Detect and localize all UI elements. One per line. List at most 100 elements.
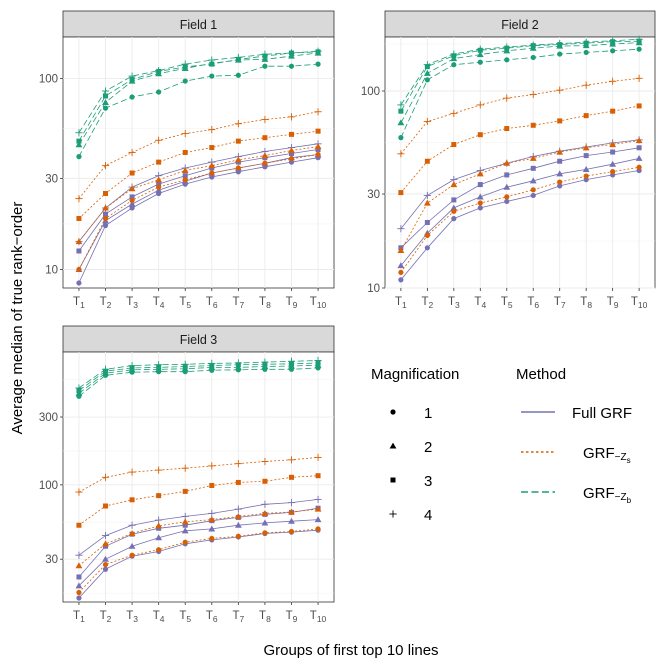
y-tick-label: 10 (367, 283, 380, 295)
data-point (155, 522, 163, 529)
data-point (262, 530, 268, 536)
x-tick-label: T3 (126, 610, 138, 624)
data-point (262, 478, 268, 484)
data-point (529, 41, 537, 49)
data-point (504, 198, 510, 205)
data-point (424, 158, 430, 164)
data-point (76, 215, 82, 221)
series-zs-mag1 (76, 151, 321, 273)
data-point (128, 468, 136, 476)
panel-field-3: Field 3 30 100 300 T1 T2 T3 T4 T5 T6 T7 T8 T9 T10 (39, 325, 335, 624)
data-point (261, 152, 269, 159)
legend-title-magnification: Magnification (371, 366, 459, 383)
data-point (76, 522, 82, 528)
data-point (287, 49, 296, 57)
data-point (182, 149, 188, 155)
series-line (78, 63, 319, 157)
series-line (400, 140, 640, 251)
data-point (181, 527, 189, 534)
panel-field-1: Field 1 10 30 100 T1 T2 T3 T4 T5 T6 T7 T8 T9 T10 (39, 10, 335, 310)
data-point (504, 57, 510, 63)
data-point (156, 184, 162, 190)
x-tick-label: T10 (310, 610, 327, 624)
data-point (129, 197, 135, 204)
data-point (103, 93, 109, 99)
data-point (128, 542, 136, 549)
data-point (155, 67, 163, 75)
data-point (530, 165, 536, 171)
data-point (235, 72, 241, 78)
legend-label-method: GRF−Zs (583, 445, 631, 465)
x-tick-label: T9 (286, 610, 298, 624)
data-point (76, 248, 82, 254)
data-point (182, 522, 188, 528)
data-point (128, 200, 136, 207)
data-point (287, 499, 296, 507)
data-point (181, 464, 189, 472)
data-point (315, 146, 321, 152)
data-point (128, 72, 136, 80)
data-point (530, 192, 536, 199)
data-point (556, 40, 564, 48)
data-point (314, 108, 322, 116)
series-line (78, 50, 319, 134)
x-tick-label: T5 (501, 296, 513, 310)
data-point (315, 128, 321, 134)
data-point (451, 62, 457, 68)
x-tick-label: T2 (100, 610, 112, 624)
data-point (582, 165, 590, 172)
data-point (208, 126, 216, 134)
strip-label: Field 1 (180, 18, 218, 32)
data-point (287, 113, 296, 121)
data-point (398, 190, 404, 196)
data-point (102, 215, 109, 222)
x-tick-label: T1 (73, 296, 85, 310)
data-point (181, 60, 189, 68)
data-point (635, 35, 643, 43)
y-tick-label: 100 (39, 480, 58, 492)
data-point (314, 356, 322, 365)
data-point (503, 43, 511, 51)
data-point (451, 142, 457, 148)
data-point (477, 205, 483, 211)
series-line (400, 77, 640, 155)
data-point (129, 94, 135, 100)
panel-field-2: Field 2 10 30 100 T1 T2 T3 T4 T5 T6 T7 T8 T9 T10 (361, 10, 656, 310)
data-point (102, 555, 109, 562)
series-zs-mag3 (76, 128, 321, 221)
data-point (129, 552, 135, 558)
y-tick-label: 100 (361, 86, 380, 98)
series-line (78, 507, 319, 578)
strip-field-1 (62, 10, 335, 38)
data-point (556, 86, 564, 94)
series-zb-mag4 (75, 356, 322, 392)
data-point (582, 144, 590, 151)
data-point (102, 561, 109, 568)
data-point (397, 262, 405, 269)
series-line (78, 146, 319, 242)
data-point (610, 168, 616, 175)
data-point (314, 453, 322, 462)
data-point (476, 193, 484, 200)
data-point (209, 145, 215, 151)
data-point (557, 118, 563, 124)
legend-magnification-keys: 1 2 3 4 (389, 405, 432, 524)
data-point (314, 495, 322, 504)
data-point (530, 122, 536, 128)
data-point (261, 500, 269, 508)
data-point (234, 521, 242, 528)
gridlines (63, 37, 334, 288)
data-point (636, 103, 642, 109)
series-line (400, 42, 640, 123)
data-point (636, 46, 642, 52)
series-zb-mag4 (75, 47, 322, 137)
data-point (609, 141, 617, 148)
y-tick-label: 100 (39, 74, 58, 86)
data-point (610, 48, 616, 54)
data-point (398, 108, 404, 114)
data-point (477, 182, 483, 188)
series-full-mag3 (398, 145, 642, 251)
data-point (155, 176, 163, 183)
data-point (398, 269, 404, 276)
